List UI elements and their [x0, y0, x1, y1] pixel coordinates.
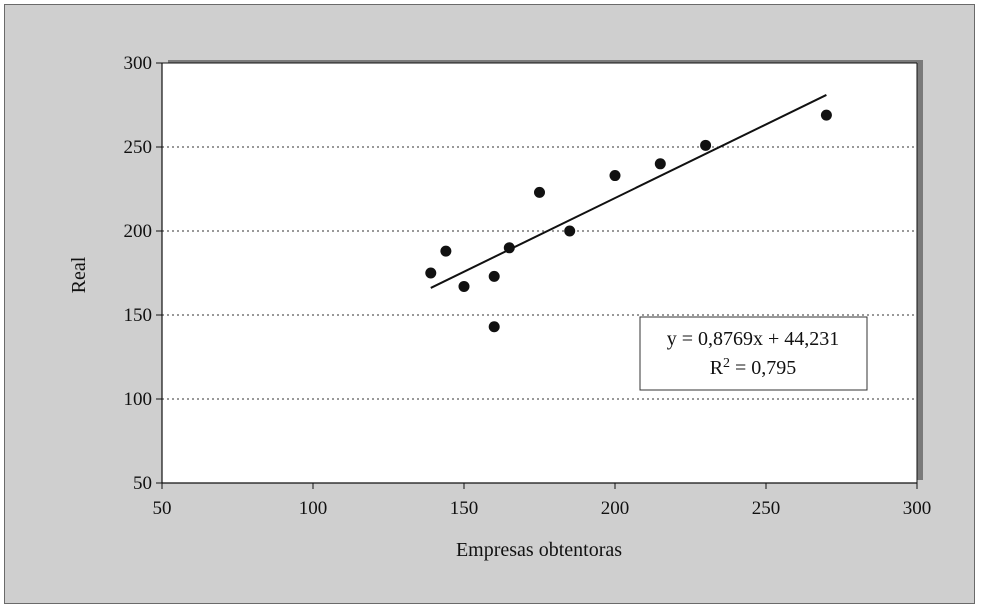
data-point [488, 321, 500, 333]
data-point [440, 245, 452, 257]
y-tick-label: 100 [124, 389, 153, 410]
data-point [488, 270, 500, 282]
trendline-equation: y = 0,8769x + 44,231 [667, 328, 840, 350]
x-tick-label: 200 [601, 498, 630, 519]
y-tick-label: 300 [124, 53, 153, 74]
y-tick-label: 200 [124, 221, 153, 242]
r-squared-label: R2 = 0,795 [710, 356, 797, 379]
chart-figure: 50 100 150 200 250 300 50 100 150 200 250 300 y = 0… [4, 4, 975, 604]
data-point [458, 280, 470, 292]
plot-area [162, 63, 917, 483]
data-point [654, 158, 666, 170]
x-tick-label: 150 [450, 498, 479, 519]
x-tick-label: 300 [903, 498, 932, 519]
x-tick-label: 250 [752, 498, 781, 519]
data-point [534, 186, 545, 198]
x-tick-label: 50 [153, 498, 172, 519]
data-point [609, 170, 621, 182]
data-point [503, 242, 515, 254]
x-tick-label: 100 [299, 498, 328, 519]
equation-box [639, 316, 868, 391]
data-point [425, 267, 437, 279]
data-point [564, 225, 576, 237]
scatter-chart: 50 100 150 200 250 300 50 100 150 200 250 300 y = 0… [68, 53, 932, 561]
data-point [700, 139, 712, 151]
y-tick-label: 250 [124, 137, 153, 158]
y-tick-label: 50 [133, 473, 152, 494]
trendline [430, 94, 827, 289]
x-axis-title: Empresas obtentoras [456, 539, 622, 561]
data-point [820, 109, 832, 121]
y-axis-title: Real [68, 256, 90, 293]
y-tick-label: 150 [124, 305, 153, 326]
